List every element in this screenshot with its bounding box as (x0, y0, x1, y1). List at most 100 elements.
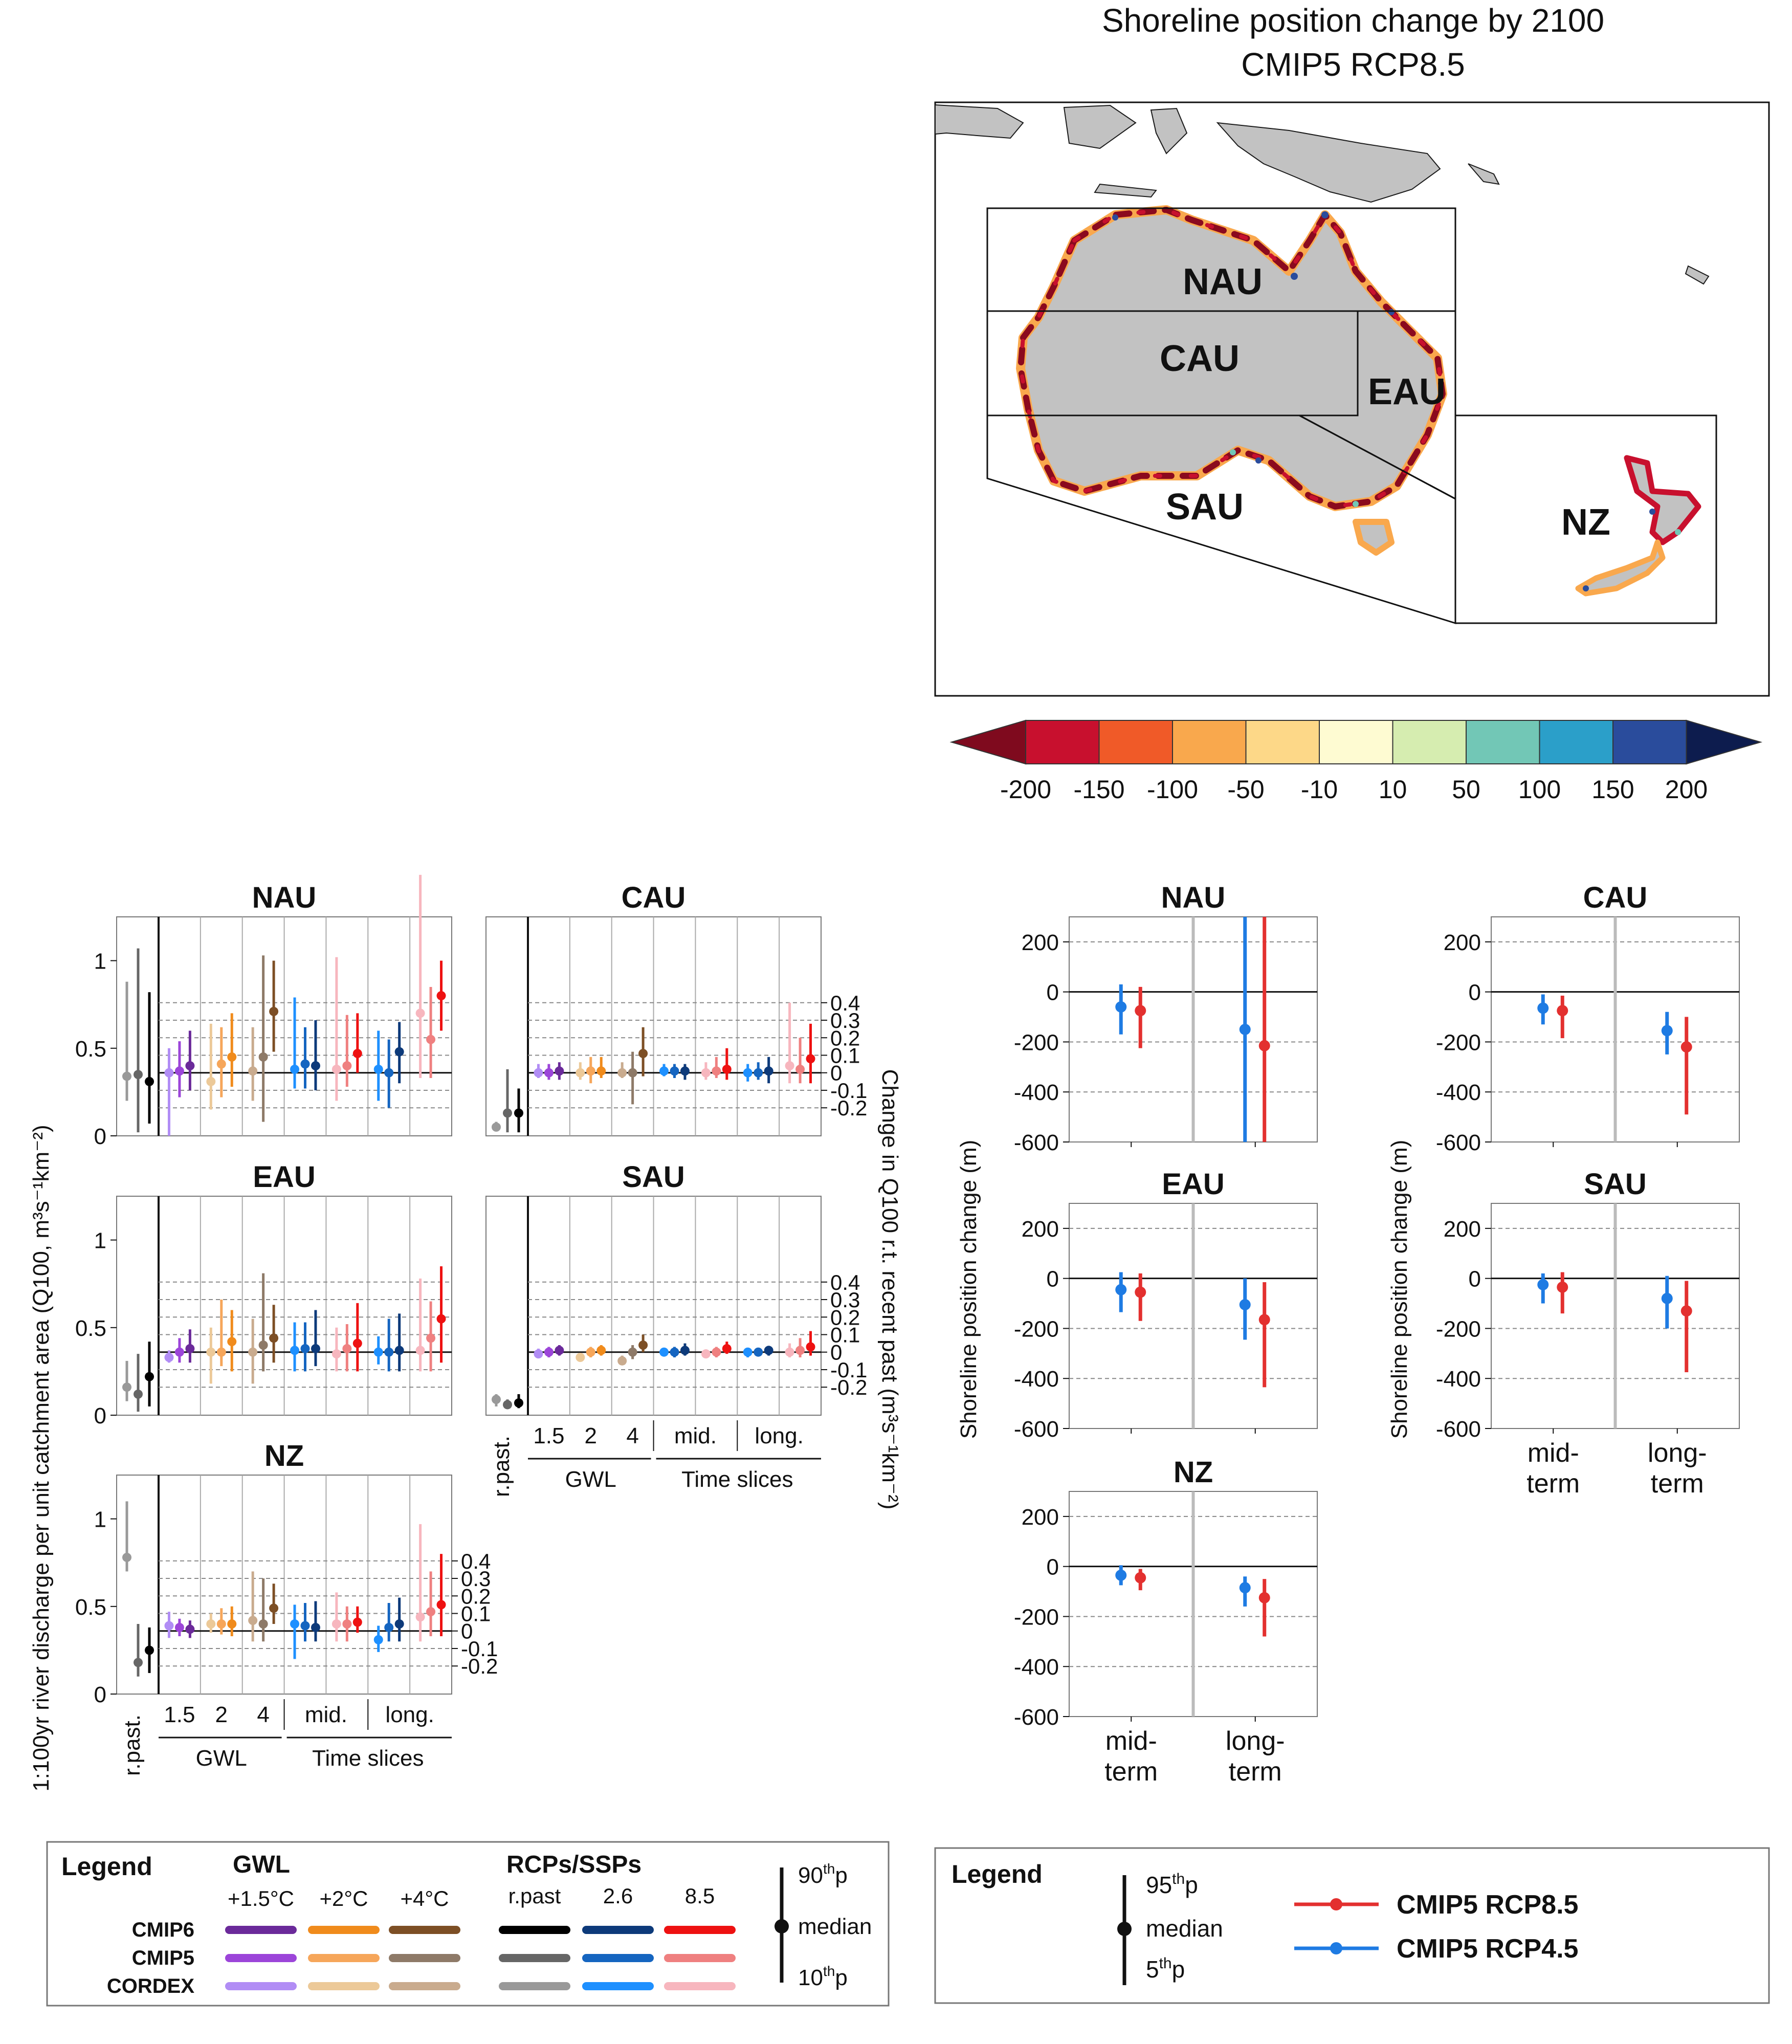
coast-dot (1291, 273, 1298, 280)
legend-left-frame (46, 1841, 890, 2007)
shoreline-tick-label: -200 (1014, 1605, 1059, 1630)
shoreline-tick-label: 0 (1469, 980, 1481, 1005)
discharge-marker (785, 1347, 794, 1357)
colorbar-tick-label: 10 (1379, 775, 1407, 804)
right-tick-label: 0.3 (830, 1288, 860, 1312)
discharge-marker (174, 1347, 184, 1357)
shoreline-marker (1239, 1582, 1251, 1594)
left-tick-label: 1 (94, 1228, 106, 1254)
colorbar-segment (1025, 720, 1100, 764)
discharge-marker (206, 1347, 216, 1357)
legend-col-gwl2: +2°C (319, 1886, 368, 1910)
shoreline-tick-label: -200 (1014, 1030, 1059, 1055)
discharge-panel-cau: CAU 0.40.30.20.10-0.1-0.2 (485, 881, 867, 1136)
shoreline-panels: Shoreline position change (m) Shoreline … (956, 881, 1740, 1787)
discharge-marker (185, 1061, 195, 1071)
shoreline-marker (1135, 1286, 1146, 1298)
discharge-panel-title: EAU (253, 1160, 315, 1194)
coast-dot (1583, 585, 1589, 591)
colorbar-segment (1539, 720, 1613, 764)
shoreline-panel-title: CAU (1583, 881, 1648, 914)
legend-median-label: median (798, 1914, 872, 1939)
colorbar-tick-label: -200 (1000, 775, 1051, 804)
left-tick-label: 0.5 (75, 1037, 106, 1062)
discharge-marker (185, 1344, 195, 1353)
shoreline-marker (1258, 1040, 1270, 1051)
shoreline-xlabel: term (1651, 1469, 1704, 1499)
discharge-marker (164, 1353, 174, 1362)
shoreline-panel-title: NZ (1174, 1456, 1213, 1489)
left-tick-label: 0.5 (75, 1316, 106, 1341)
shoreline-tick-label: 0 (1469, 1267, 1481, 1292)
discharge-left-axis-label: 1:100yr river discharge per unit catchme… (29, 1125, 54, 1791)
discharge-marker (248, 1616, 258, 1625)
discharge-marker (617, 1068, 627, 1078)
xlabel: 1.5 (533, 1423, 564, 1448)
xlabel: 1.5 (164, 1702, 195, 1727)
rpast-marker (145, 1372, 154, 1381)
discharge-marker (436, 1600, 446, 1610)
left-tick-label: 0 (94, 1682, 106, 1707)
right-tick-label: -0.1 (830, 1358, 867, 1382)
rpast-marker (145, 1076, 154, 1086)
xlabel: mid. (305, 1702, 347, 1727)
rpast-marker (492, 1122, 501, 1132)
shoreline-xlabel: mid- (1528, 1438, 1579, 1468)
xlabel-rpast: r.past. (120, 1715, 145, 1776)
borneo-island (1063, 104, 1137, 149)
discharge-marker (680, 1066, 690, 1076)
legend-col-gwl4: +4°C (400, 1886, 449, 1910)
discharge-panel-title: NZ (264, 1439, 304, 1472)
shoreline-axis-label-left: Shoreline position change (m) (956, 1140, 981, 1439)
shoreline-marker (1239, 1299, 1251, 1310)
colorbar-tick-label: -100 (1147, 775, 1198, 804)
shoreline-tick-label: -600 (1014, 1130, 1059, 1155)
discharge-marker (628, 1068, 637, 1078)
cau-box (986, 310, 1359, 416)
discharge-marker (269, 1006, 279, 1016)
discharge-marker (311, 1061, 320, 1071)
colorbar-tick-label: -10 (1301, 775, 1338, 804)
discharge-panels: 1:100yr river discharge per unit catchme… (29, 874, 902, 1792)
right-tick-label: -0.1 (830, 1079, 867, 1103)
discharge-marker (206, 1076, 216, 1086)
right-tick-label: 0.1 (830, 1323, 860, 1347)
region-labels: NAU CAU EAU SAU NZ (1160, 261, 1610, 543)
shoreline-marker (1661, 1025, 1673, 1037)
discharge-marker (384, 1068, 394, 1078)
discharge-marker (331, 1349, 341, 1359)
xlabel: mid. (674, 1423, 717, 1448)
legend-right-frame (934, 1847, 1770, 2004)
discharge-marker (596, 1066, 606, 1076)
rpast-marker (514, 1108, 523, 1118)
xlabel: 4 (626, 1423, 638, 1448)
discharge-marker (216, 1059, 226, 1069)
right-tick-label: 0.2 (830, 1026, 860, 1050)
rpast-marker (503, 1108, 512, 1118)
discharge-marker (544, 1068, 554, 1078)
discharge-marker (426, 1035, 436, 1044)
colorbar-tick-label: -150 (1073, 775, 1124, 804)
legend-right-median-label: median (1146, 1915, 1223, 1942)
discharge-marker (248, 1347, 258, 1357)
shoreline-marker (1258, 1314, 1270, 1326)
region-label-eau: EAU (1368, 371, 1446, 412)
shoreline-marker (1135, 1005, 1146, 1017)
shoreline-marker (1680, 1305, 1692, 1317)
discharge-marker (311, 1344, 320, 1353)
rpast-marker (134, 1658, 143, 1667)
discharge-x-axis: r.past. 1.5 2 4 mid. long. GWL Time slices (489, 1420, 821, 1497)
xlabel: 2 (215, 1702, 228, 1727)
shoreline-xlabel: term (1104, 1757, 1158, 1787)
timor-islands (1094, 183, 1157, 198)
right-tick-label: 0.3 (830, 1008, 860, 1032)
shoreline-tick-label: -600 (1014, 1417, 1059, 1442)
legend-rcp85-label: CMIP5 RCP8.5 (1397, 1890, 1578, 1920)
colorbar-upper-extension (1686, 719, 1763, 765)
discharge-panel-title: NAU (252, 881, 317, 914)
rpast-marker (492, 1395, 501, 1404)
discharge-marker (290, 1619, 300, 1629)
right-tick-label: 0.3 (461, 1567, 491, 1591)
